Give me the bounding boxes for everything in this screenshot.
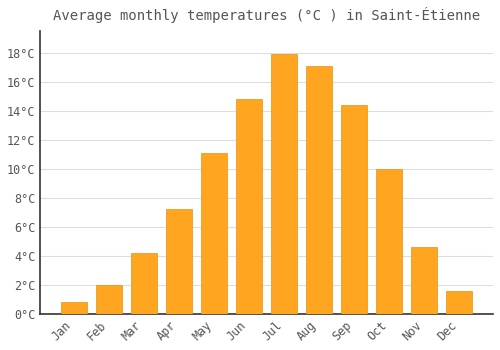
Bar (201, 153, 228, 314)
Bar (306, 66, 332, 314)
Bar (131, 253, 157, 314)
Bar (411, 247, 438, 314)
Bar (236, 99, 262, 314)
Bar (271, 54, 297, 314)
Title: Average monthly temperatures (°C ) in Saint-Étienne: Average monthly temperatures (°C ) in Sa… (53, 7, 480, 23)
Bar (376, 169, 402, 314)
Bar (341, 105, 367, 314)
Bar (61, 302, 87, 314)
Bar (96, 285, 122, 314)
Bar (446, 291, 472, 314)
Bar (166, 209, 192, 314)
